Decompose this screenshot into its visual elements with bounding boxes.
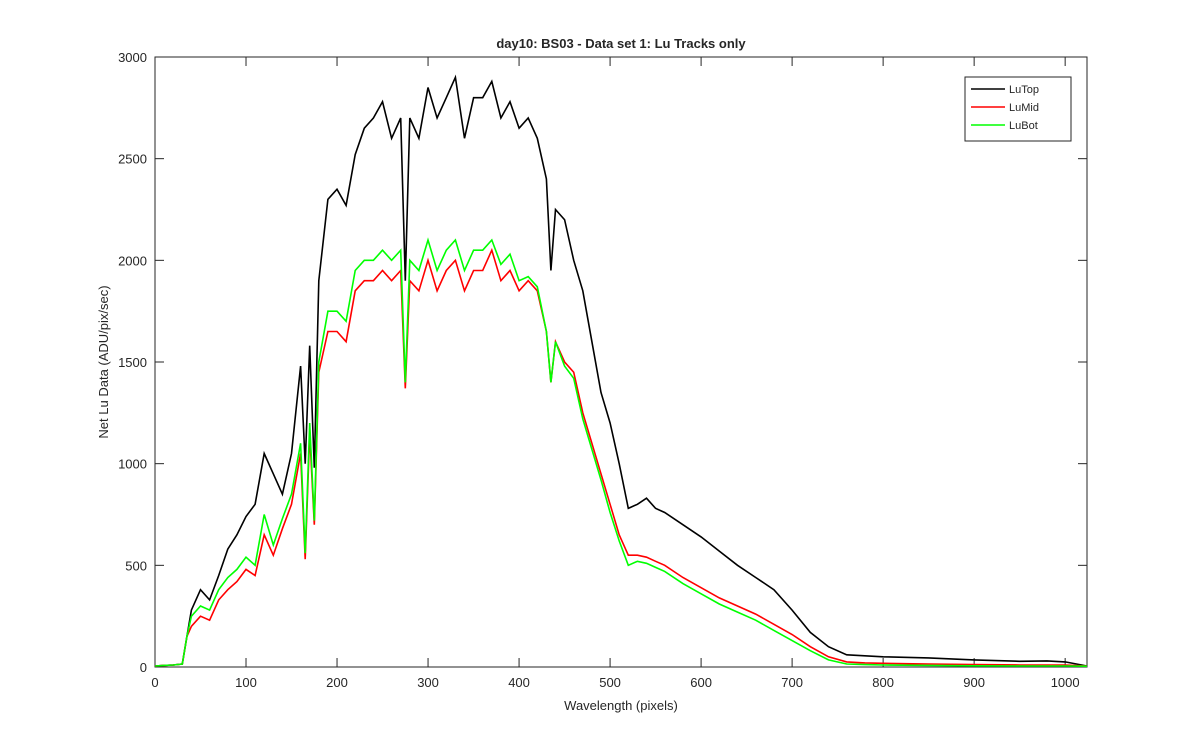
series-line	[154, 247, 1088, 667]
x-tick-label: 100	[235, 675, 257, 690]
legend-box	[964, 76, 1072, 142]
x-tick-label: 500	[599, 675, 621, 690]
x-tick-label: 700	[781, 675, 803, 690]
series-line	[154, 74, 1088, 667]
x-tick-label: 0	[151, 675, 158, 690]
y-tick-label: 1500	[118, 355, 147, 370]
y-axis-label: Net Lu Data (ADU/pix/sec)	[96, 285, 111, 438]
y-tick-label: 2500	[118, 152, 147, 167]
x-axis-label: Wavelength (pixels)	[564, 698, 678, 713]
chart-title: day10: BS03 - Data set 1: Lu Tracks only	[496, 36, 746, 51]
y-tick-label: 0	[140, 660, 147, 675]
x-tick-label: 800	[872, 675, 894, 690]
x-tick-label: 400	[508, 675, 530, 690]
x-tick-label: 1000	[1051, 675, 1080, 690]
legend-label: LuBot	[1009, 120, 1038, 132]
legend-label: LuMid	[1009, 102, 1039, 114]
plot-area	[154, 56, 1088, 668]
x-tick-label: 200	[326, 675, 348, 690]
x-tick-label: 600	[690, 675, 712, 690]
x-tick-label: 900	[963, 675, 985, 690]
series-line	[154, 237, 1088, 667]
y-tick-label: 1000	[118, 457, 147, 472]
y-tick-label: 2000	[118, 253, 147, 268]
legend-label: LuTop	[1009, 84, 1039, 96]
y-tick-label: 500	[125, 558, 147, 573]
x-tick-label: 300	[417, 675, 439, 690]
y-tick-label: 3000	[118, 50, 147, 65]
